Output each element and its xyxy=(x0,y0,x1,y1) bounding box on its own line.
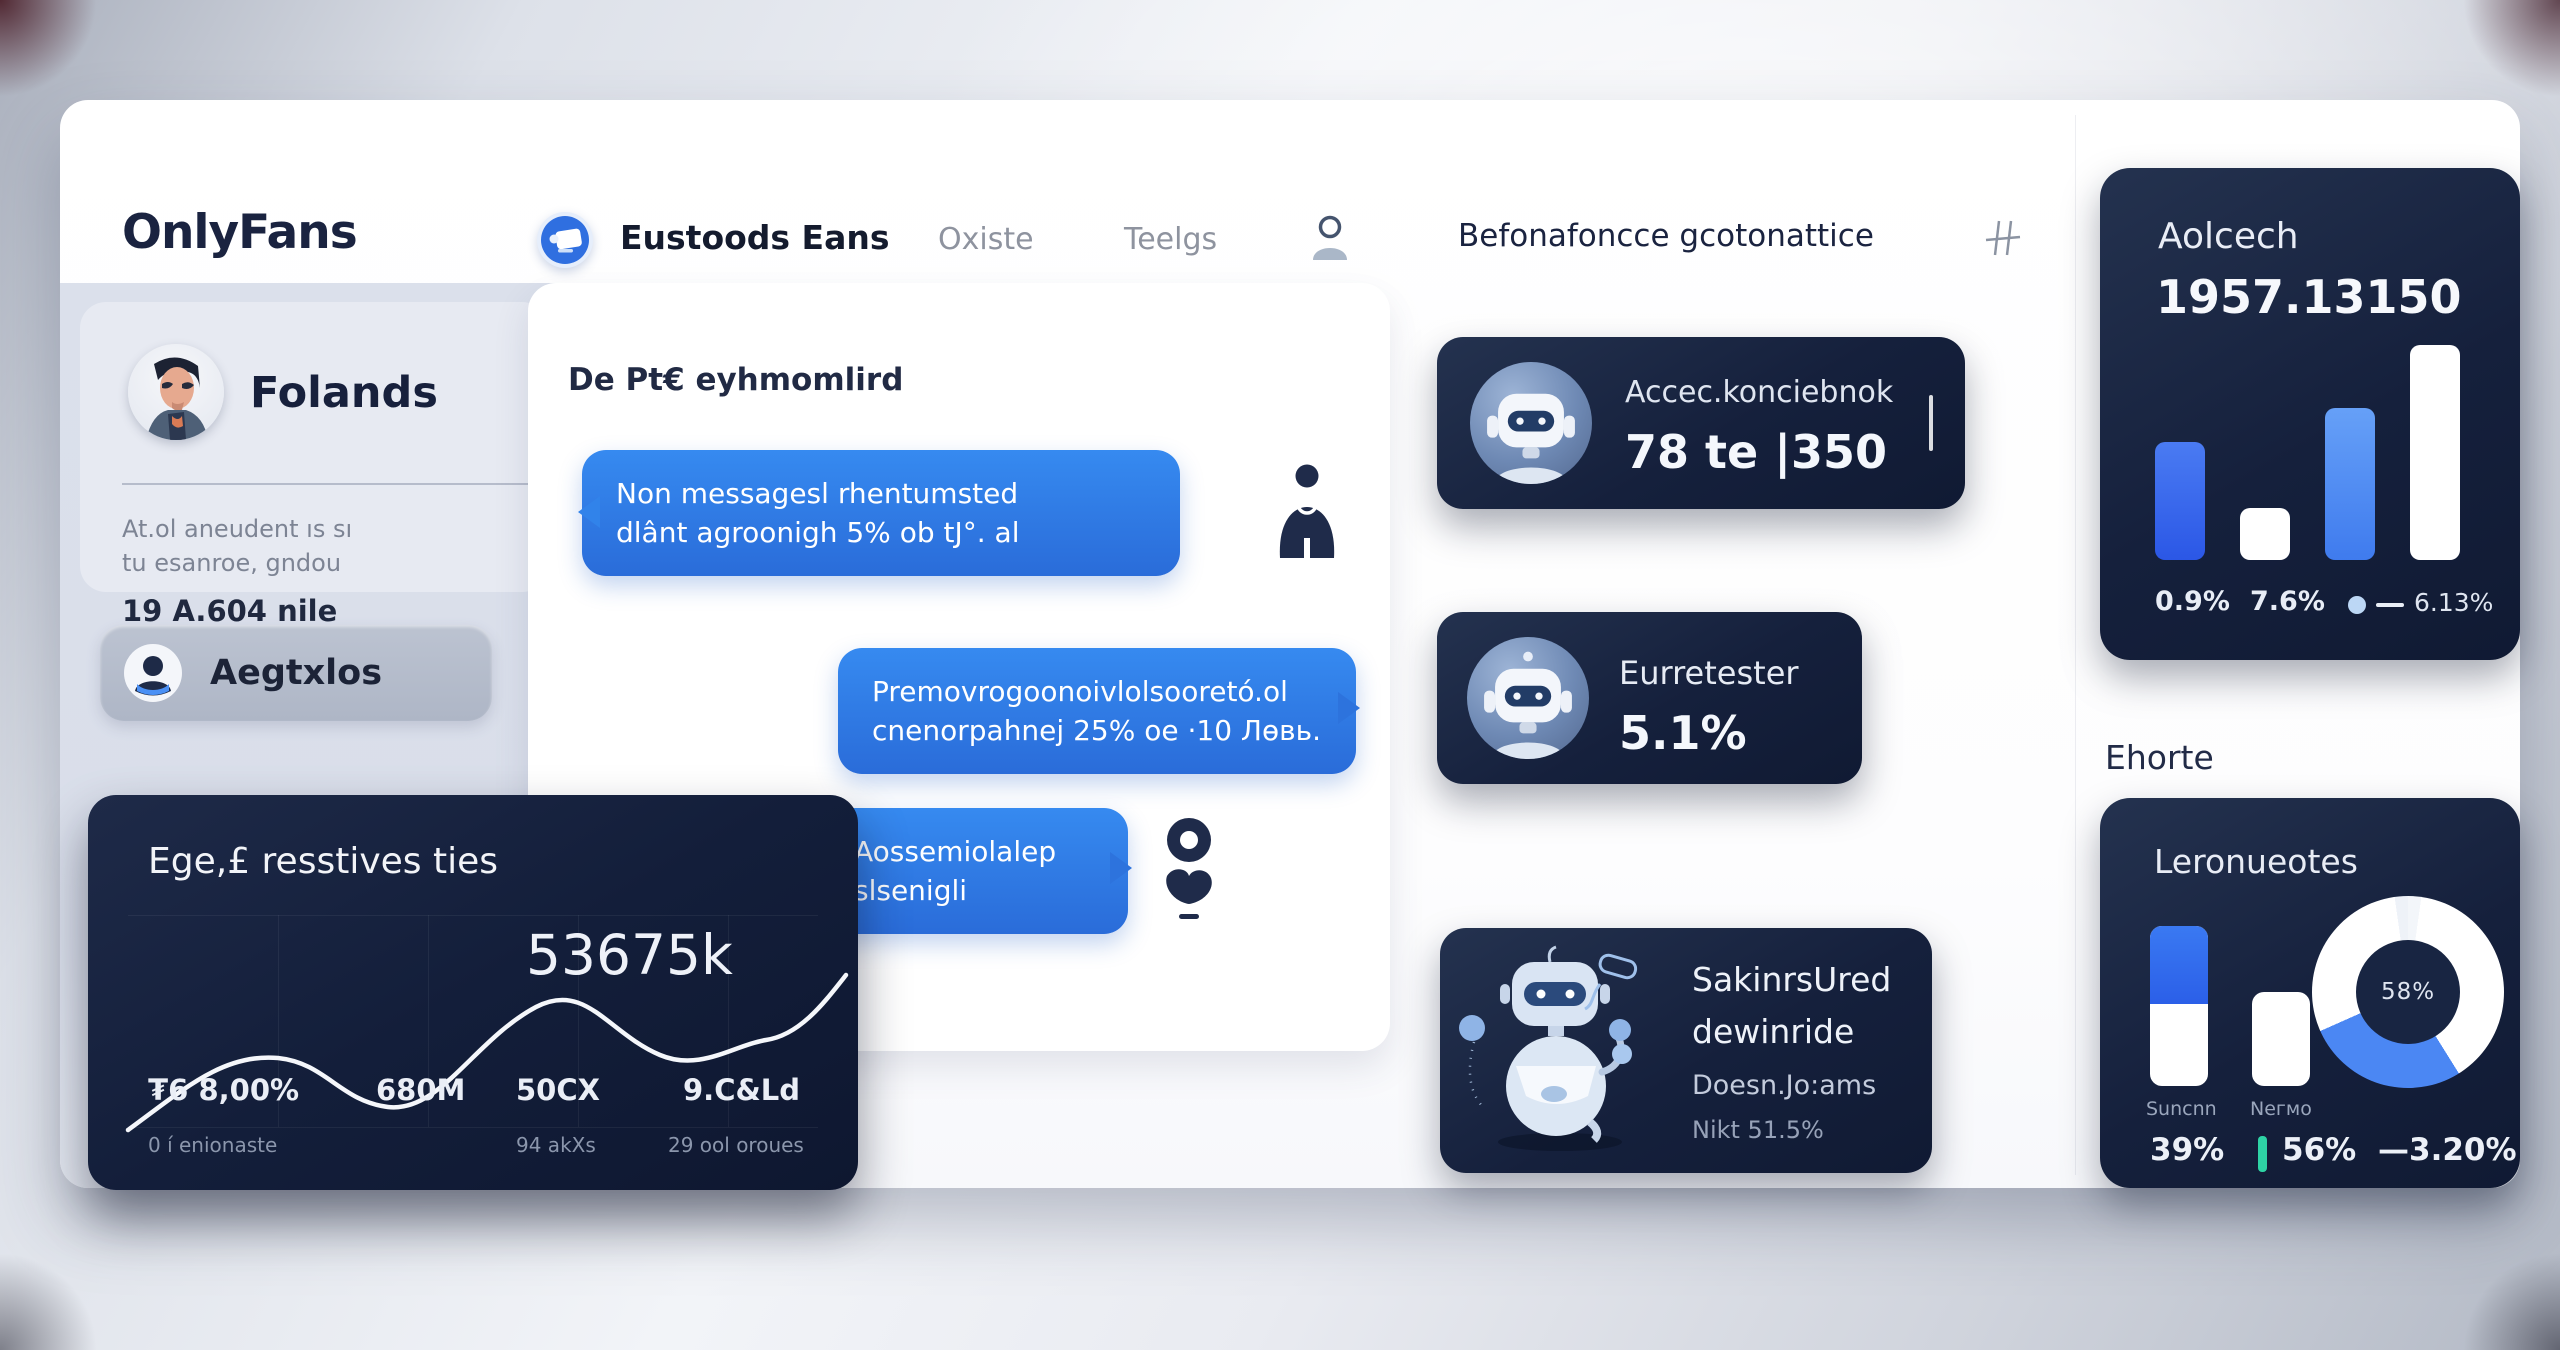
legend-dash-icon xyxy=(2376,603,2404,607)
bar-2 xyxy=(2240,508,2290,560)
metric-stat-value: 680M xyxy=(376,1073,466,1107)
profile-bio-line2: tu esanroe, gndou xyxy=(122,549,342,577)
metrics-title: Ege,£ resstives ties xyxy=(148,841,498,882)
metric-stat-label: 29 ool oroues xyxy=(668,1133,804,1157)
robot-avatar-icon xyxy=(1467,637,1589,759)
stacked-bar-1 xyxy=(2150,926,2208,1086)
profile-divider xyxy=(122,483,542,485)
metric-stat-value: 9.C&Ld xyxy=(683,1073,801,1107)
corner-vignette-br xyxy=(2450,1240,2560,1350)
recipient-person-icon xyxy=(1268,462,1346,564)
grid-line xyxy=(128,915,818,916)
legend-dot-icon xyxy=(2348,596,2366,614)
scroll-indicator[interactable] xyxy=(1929,395,1933,451)
chat-app-glyph xyxy=(541,216,589,264)
sidebar-button-label: Aegtxlos xyxy=(210,653,383,693)
agent-card-1: Accec.konciebnok 78 te |350 xyxy=(1437,337,1965,509)
corner-vignette-tl xyxy=(0,0,110,110)
metric-stat-label: 0 í enionaste xyxy=(148,1133,278,1157)
sidebar-button-aegtxlos[interactable]: Aegtxlos xyxy=(100,625,492,721)
chat-message-2-line2: cnenorpahnej 25% oe ·10 Лѳвь. xyxy=(872,714,1321,747)
grid-line xyxy=(578,915,579,1127)
right-top-card: Aolcech 1957.13150 0.9% 7.6% 6.13% xyxy=(2100,168,2520,660)
right-bottom-card: Leronueotes 58% Suncnn Nегмо 39% 56% —3.… xyxy=(2100,798,2520,1188)
bar-3 xyxy=(2325,408,2375,560)
header-section-title: Befonafoncce gcotonattice xyxy=(1458,218,1874,254)
nav-item-oxiste[interactable]: Oxiste xyxy=(938,222,1034,257)
agent-card-3-line3: Doesn.Jo:ams xyxy=(1692,1070,1877,1101)
sparkline-chart xyxy=(125,972,849,1133)
stacked-bar-1-fill xyxy=(2150,926,2208,1004)
app-logo: OnlyFans xyxy=(122,205,358,260)
right-bottom-pct2: 56% xyxy=(2282,1132,2357,1168)
agent-card-2-title: Eurretester xyxy=(1619,654,1799,692)
agent-card-1-title: Accec.konciebnok xyxy=(1625,375,1894,410)
corner-vignette-tr xyxy=(2450,0,2560,110)
chat-message-3-line2: slsenigli xyxy=(854,874,968,907)
chat-message-3-line1: Aossemiolalep xyxy=(854,835,1057,868)
robot-avatar-icon xyxy=(1470,362,1592,484)
right-top-value: 1957.13150 xyxy=(2156,270,2462,324)
account-icon[interactable] xyxy=(1308,214,1352,264)
bar-4 xyxy=(2410,345,2460,560)
agent-card-2-value: 5.1% xyxy=(1619,706,1747,760)
nav-item-primary[interactable]: Eustoods Eans xyxy=(620,218,890,257)
messages-app-icon[interactable] xyxy=(537,212,593,268)
robot-illustration xyxy=(1450,942,1680,1161)
grid-line xyxy=(278,915,279,1127)
panel-divider xyxy=(2075,115,2076,1175)
right-bottom-pct3: —3.20% xyxy=(2378,1132,2517,1168)
chat-message-2-line1: Premovrogoonoivlolsooretó.ol xyxy=(872,675,1288,708)
right-bottom-title: Leronueotes xyxy=(2154,842,2358,881)
person-badge-icon xyxy=(124,644,182,702)
profile-stat: 19 A.604 nile xyxy=(122,594,338,628)
metrics-value: 53675k xyxy=(526,923,733,987)
right-top-legend: 6.13% xyxy=(2414,588,2494,617)
chat-message-1-line2: dlânt agroonigh 5% ob tJ°. al xyxy=(616,516,1020,549)
grid-line xyxy=(728,915,729,1127)
profile-bio: At.ol aneudent ıs sı tu esanroe, gndou xyxy=(122,512,352,580)
agent-card-3-line1: SakinrsUred xyxy=(1692,960,1892,999)
agent-card-3: SakinrsUred dewinride Doesn.Jo:ams Nikt … xyxy=(1440,928,1932,1173)
chat-message-1: Non messagesl rhentumsted dlânt agroonig… xyxy=(578,450,1180,576)
agent-card-3-line2: dewinride xyxy=(1692,1012,1855,1051)
agent-card-2: Eurretester 5.1% xyxy=(1437,612,1862,784)
donut-center-label: 58% xyxy=(2356,940,2460,1044)
avatar[interactable] xyxy=(128,344,224,440)
avatar-face xyxy=(146,357,208,440)
profile-name: Folands xyxy=(250,368,438,418)
metric-stat-value: ₮6 8,00% xyxy=(148,1073,300,1107)
grid-line xyxy=(428,915,429,1127)
corner-vignette-bl xyxy=(0,1240,110,1350)
pin-person-icon xyxy=(1148,812,1230,934)
bar-label-1: Suncnn xyxy=(2146,1098,2217,1120)
metric-stat-value: 50CX xyxy=(516,1073,600,1107)
right-bottom-pct1: 39% xyxy=(2150,1132,2225,1168)
bar-label-2: Nегмо xyxy=(2250,1098,2312,1120)
stacked-bar-2 xyxy=(2252,992,2310,1086)
add-icon[interactable] xyxy=(1980,216,2026,264)
right-top-pct2: 7.6% xyxy=(2250,586,2325,617)
metrics-card: Ege,£ resstives ties 53675k ₮6 8,00% 0 í… xyxy=(88,795,858,1190)
chat-message-3: Aossemiolalep slsenigli xyxy=(820,808,1132,934)
chat-title: De Pt€ eyhmomlird xyxy=(568,362,904,398)
bar-1 xyxy=(2155,442,2205,560)
chat-message-2: Premovrogoonoivlolsooretó.ol cnenorpahne… xyxy=(838,648,1360,774)
grid-line xyxy=(128,1127,818,1128)
right-section-heading: Ehorte xyxy=(2105,738,2214,777)
metric-stat-label: 94 akXs xyxy=(516,1133,596,1157)
agent-card-3-line4: Nikt 51.5% xyxy=(1692,1116,1824,1144)
agent-card-1-value: 78 te |350 xyxy=(1625,425,1888,479)
nav-item-teelgs[interactable]: Teelgs xyxy=(1124,222,1218,257)
donut-chart: 58% xyxy=(2312,896,2504,1088)
right-top-pct1: 0.9% xyxy=(2155,586,2230,617)
right-top-title: Aolcech xyxy=(2158,216,2299,257)
positive-indicator-icon xyxy=(2258,1136,2267,1172)
chat-message-1-line1: Non messagesl rhentumsted xyxy=(616,477,1019,510)
profile-bio-line1: At.ol aneudent ıs sı xyxy=(122,515,353,543)
